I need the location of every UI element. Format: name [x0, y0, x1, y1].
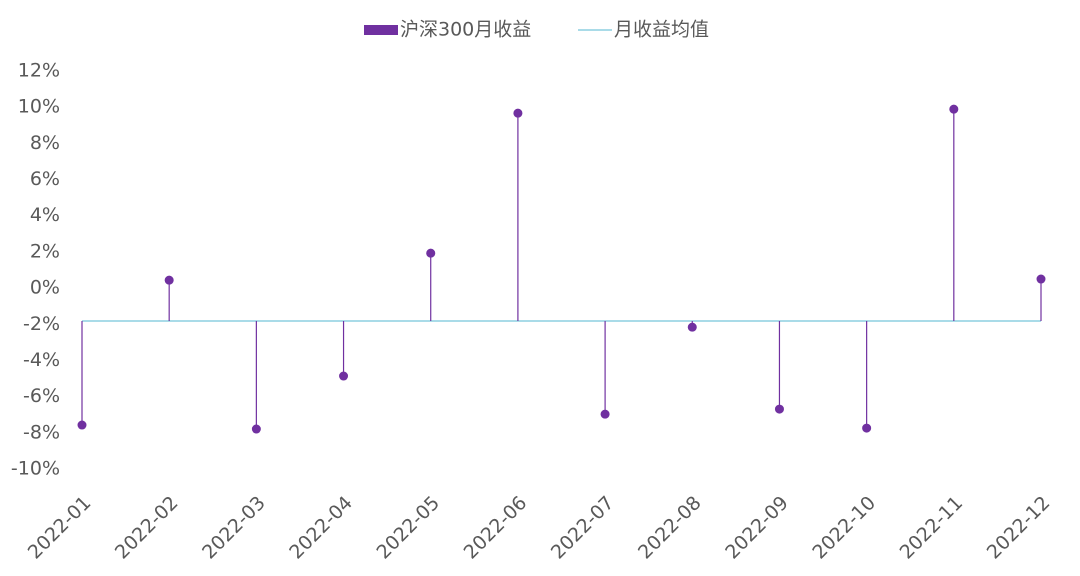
legend-label: 月收益均值: [614, 19, 709, 41]
dot: [513, 108, 523, 118]
y-tick-label: 2%: [30, 240, 60, 262]
dot: [600, 409, 610, 419]
dot: [426, 248, 436, 258]
y-tick-label: -6%: [23, 385, 60, 407]
y-tick-label: -10%: [11, 458, 60, 480]
y-tick-label: 12%: [18, 60, 60, 82]
y-tick-label: 4%: [30, 204, 60, 226]
dot: [77, 420, 87, 430]
x-tick-label: 2022-02: [111, 492, 183, 564]
dot: [862, 423, 872, 433]
dot: [1036, 274, 1046, 284]
dot: [251, 424, 261, 434]
dot: [949, 104, 959, 114]
legend-swatch: [364, 25, 398, 35]
x-tick-label: 2022-03: [198, 492, 270, 564]
x-tick-label: 2022-12: [983, 492, 1055, 564]
x-tick-label: 2022-10: [808, 492, 880, 564]
dot: [339, 371, 349, 381]
dot: [687, 322, 697, 332]
y-tick-label: -4%: [23, 349, 60, 371]
y-tick-label: -2%: [23, 313, 60, 335]
x-tick-label: 2022-11: [896, 492, 968, 564]
y-tick-label: 0%: [30, 277, 60, 299]
dot: [164, 275, 174, 285]
y-tick-label: 8%: [30, 132, 60, 154]
x-tick-label: 2022-04: [285, 492, 357, 564]
dot: [774, 404, 784, 414]
y-tick-label: 6%: [30, 168, 60, 190]
y-tick-label: 10%: [18, 96, 60, 118]
x-tick-label: 2022-06: [460, 492, 532, 564]
x-tick-label: 2022-05: [372, 492, 444, 564]
x-tick-label: 2022-07: [547, 492, 619, 564]
x-tick-label: 2022-01: [24, 492, 96, 564]
y-tick-label: -8%: [23, 421, 60, 443]
x-tick-label: 2022-09: [721, 492, 793, 564]
legend-label: 沪深300月收益: [400, 19, 531, 41]
x-tick-label: 2022-08: [634, 492, 706, 564]
